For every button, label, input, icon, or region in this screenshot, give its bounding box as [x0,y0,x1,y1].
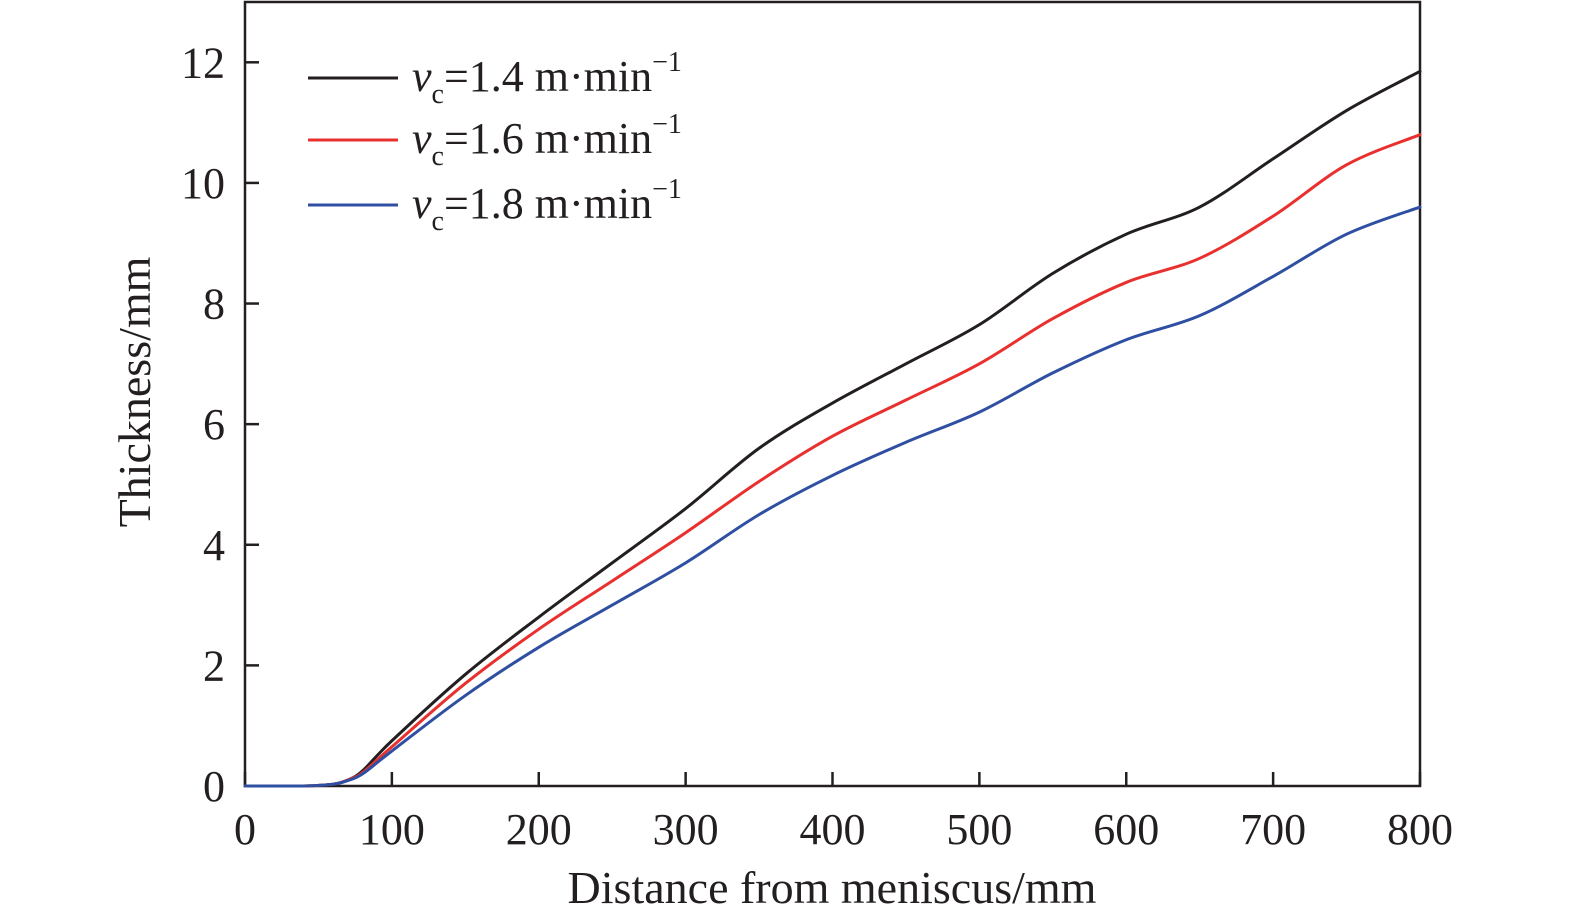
x-tick-label: 400 [800,805,866,854]
y-tick-label: 0 [203,762,225,811]
y-tick-label: 4 [203,521,225,570]
series-line-3 [243,205,1422,788]
axes: 0 100 200 300 400 500 600 700 800 0 2 4 6 8 10 12 [181,0,1453,854]
y-tick-label: 12 [181,38,225,87]
x-tick-label: 0 [234,805,256,854]
x-tick-label: 200 [506,805,572,854]
y-tick-label: 8 [203,280,225,329]
legend-label-1: vc=1.4 m·min−1 [412,47,682,110]
x-tick-label: 700 [1240,805,1306,854]
x-tick-label: 100 [359,805,425,854]
x-axis-title: Distance from meniscus/mm [568,862,1097,913]
x-tick-label: 800 [1387,805,1453,854]
x-tick-label: 600 [1093,805,1159,854]
series-line-2 [243,133,1422,788]
y-axis-title: Thickness/mm [109,256,160,527]
legend-label-3: vc=1.8 m·min−1 [412,174,682,237]
series-lines [243,69,1422,788]
y-tick-label: 6 [203,400,225,449]
y-tick-label: 10 [181,159,225,208]
x-tick-label: 300 [653,805,719,854]
y-tick-label: 2 [203,641,225,690]
x-tick-label: 500 [946,805,1012,854]
legend: vc=1.4 m·min−1vc=1.6 m·min−1vc=1.8 m·min… [308,47,682,237]
legend-label-2: vc=1.6 m·min−1 [412,109,682,172]
